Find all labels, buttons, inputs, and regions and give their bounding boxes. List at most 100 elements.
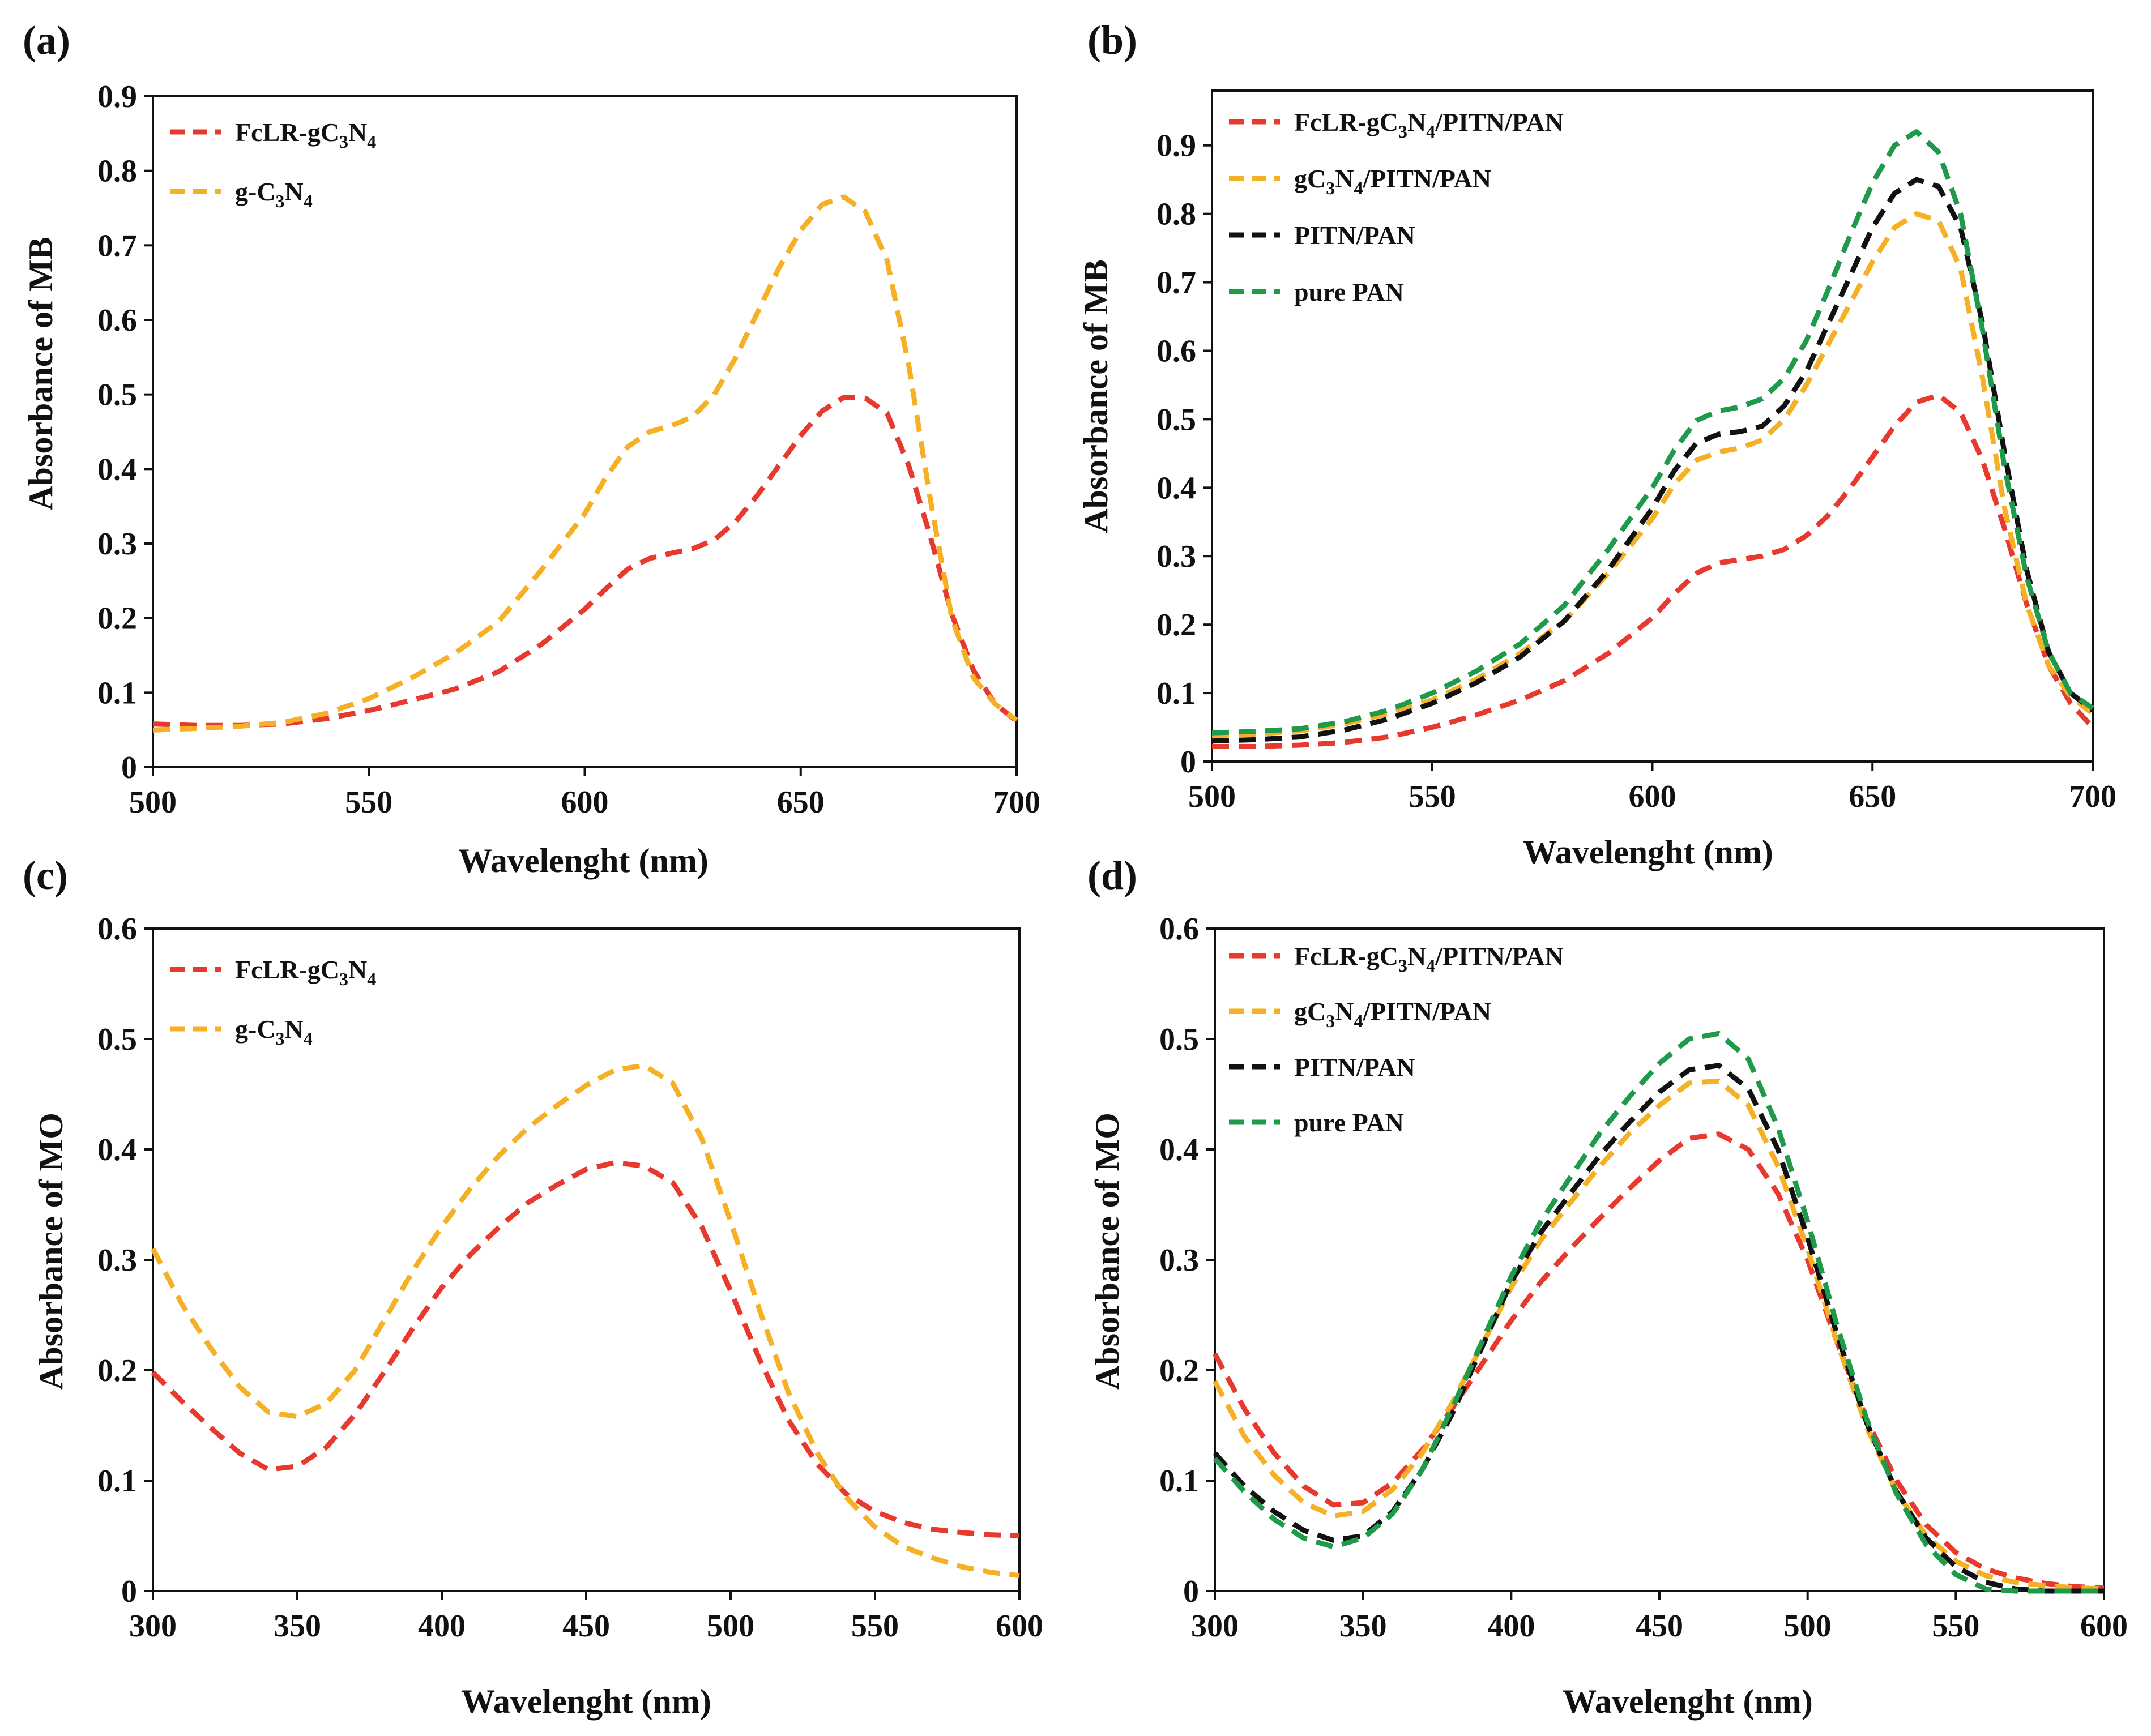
x-tick-label: 700 — [2069, 779, 2116, 814]
legend-text-part: FcLR-gC — [1294, 108, 1398, 136]
series-line-fclr-gc3n4-pitn-pan — [1212, 392, 2095, 749]
x-tick-label: 600 — [2080, 1609, 2128, 1644]
legend-label: FcLR-gC3N4/PITN/PAN — [1294, 108, 1564, 142]
legend-subscript: 4 — [367, 131, 376, 152]
series-line-pure-pan — [1211, 129, 2094, 736]
chart-a: (a) 0 0.1 0.2 0.3 0.4 0.5 0.6 0.7 0.8 0.9 500 550 60… — [22, 18, 1040, 879]
x-tick-label: 700 — [993, 785, 1040, 820]
legend-label: FcLR-gC3N4/PITN/PAN — [1294, 942, 1564, 976]
x-tick-label: 600 — [1629, 779, 1676, 814]
panel-label-c: (c) — [23, 853, 68, 898]
legend-text-part: g-C — [235, 1015, 276, 1044]
y-tick-label: 0.4 — [1159, 1132, 1199, 1168]
y-tick-label: 0 — [121, 1574, 137, 1609]
y-axis-title-d: Absorbance of MO — [1089, 1113, 1126, 1390]
legend-subscript: 4 — [1354, 178, 1363, 198]
series-line-pitn-pan — [1211, 177, 2094, 744]
y-tick-label: 0.7 — [1156, 266, 1196, 301]
plot-area-d: 0 0.1 0.2 0.3 0.4 0.5 0.6 300 350 400 450 500 550 600… — [1159, 912, 2128, 1644]
series-line-fclr-gc3n4 — [152, 395, 1018, 728]
x-tick-label: 500 — [1188, 779, 1236, 814]
panel-label-d: (d) — [1087, 853, 1137, 898]
x-tick-label: 350 — [274, 1609, 321, 1644]
y-tick-label: 0.2 — [97, 1353, 137, 1388]
legend-subscript: 3 — [1398, 955, 1407, 976]
legend-text-part: N — [1407, 108, 1426, 136]
y-axis-title-a: Absorbance of MB — [22, 237, 59, 510]
legend-label: gC3N4/PITN/PAN — [1294, 997, 1491, 1031]
series-line-gc3n4-pitn-pan — [1213, 1078, 2105, 1592]
y-tick-label: 0.8 — [1156, 197, 1196, 232]
x-axis-title-c: Wavelenght (nm) — [461, 1683, 711, 1720]
x-tick-label: 400 — [1487, 1609, 1535, 1644]
y-tick-label: 0.5 — [1156, 402, 1196, 437]
legend-subscript: 3 — [339, 131, 348, 152]
y-axis-title-b: Absorbance of MB — [1077, 259, 1115, 533]
y-tick-label: 0 — [1180, 745, 1196, 780]
y-tick-label: 0 — [121, 750, 137, 785]
panel-label-b: (b) — [1087, 18, 1137, 63]
x-tick-label: 550 — [345, 785, 392, 820]
x-tick-label: 550 — [1932, 1609, 1979, 1644]
series-line-fclr-gc3n4-pitn-pan — [1213, 1131, 2105, 1590]
y-tick-label: 0.3 — [97, 1243, 137, 1278]
x-tick-label: 400 — [418, 1609, 466, 1644]
legend-subscript: 3 — [1326, 1011, 1335, 1031]
legend-label: g-C3N4 — [235, 177, 313, 211]
legend-subscript: 4 — [1426, 121, 1435, 142]
chart-c: (c) 0 0.1 0.2 0.3 0.4 0.5 0.6 300 350 400 450 500 55… — [23, 853, 1043, 1720]
y-tick-label: 0.4 — [97, 452, 137, 487]
legend-text-part: FcLR-gC — [1294, 942, 1398, 970]
legend-text-part: gC — [1294, 997, 1326, 1026]
legend-subscript: 3 — [276, 191, 285, 211]
legend-label: pure PAN — [1294, 1108, 1404, 1137]
legend-text-part: N — [285, 177, 304, 206]
y-tick-label: 0.5 — [1159, 1022, 1199, 1057]
x-tick-label: 300 — [1191, 1609, 1239, 1644]
x-axis-title-a: Wavelenght (nm) — [458, 842, 709, 879]
x-tick-label: 450 — [1636, 1609, 1683, 1644]
y-tick-label: 0.4 — [1156, 471, 1196, 506]
legend-subscript: 4 — [304, 191, 313, 211]
legend-text-part: N — [348, 118, 367, 147]
legend-label: FcLR-gC3N4 — [235, 955, 376, 989]
legend-text-part: PITN/PAN — [1294, 221, 1415, 250]
y-tick-label: 0.4 — [97, 1132, 137, 1168]
legend-text-part: N — [1407, 942, 1426, 970]
legend-subscript: 3 — [1398, 121, 1407, 142]
chart-d: (d) 0 0.1 0.2 0.3 0.4 0.5 0.6 300 350 400 450 500 55… — [1087, 853, 2128, 1720]
x-axis-title-b: Wavelenght (nm) — [1523, 833, 1773, 871]
y-tick-label: 0.1 — [97, 675, 137, 711]
legend-text-part: /PITN/PAN — [1435, 108, 1564, 136]
legend-text-part: N — [1335, 164, 1354, 193]
plot-area-b: 0 0.1 0.2 0.3 0.4 0.5 0.6 0.7 0.8 0.9 500 550 600 650… — [1156, 89, 2116, 814]
y-tick-label: 0.6 — [1156, 333, 1196, 369]
legend-text-part: PITN/PAN — [1294, 1053, 1415, 1081]
y-tick-label: 0.5 — [97, 1022, 137, 1057]
y-tick-label: 0.1 — [1156, 676, 1196, 711]
x-tick-label: 600 — [996, 1609, 1043, 1644]
legend-text-part: N — [348, 955, 367, 984]
legend-label: pure PAN — [1294, 277, 1404, 306]
x-axis-title-d: Wavelenght (nm) — [1563, 1683, 1813, 1720]
y-tick-label: 0.1 — [97, 1464, 137, 1499]
legend-text-part: FcLR-gC — [235, 955, 339, 984]
legend-subscript: 3 — [1326, 178, 1335, 198]
series-line-g-c3n4 — [151, 1063, 1020, 1579]
series-line-gc3n4-pitn-pan — [1211, 211, 2094, 738]
legend-text-part: gC — [1294, 164, 1326, 193]
legend-text-part: pure PAN — [1294, 277, 1404, 306]
legend-label: gC3N4/PITN/PAN — [1294, 164, 1491, 198]
x-tick-label: 500 — [129, 785, 177, 820]
series-line-fclr-gc3n4 — [151, 1160, 1020, 1538]
legend-text-part: /PITN/PAN — [1435, 942, 1564, 970]
legend-subscript: 4 — [367, 969, 376, 989]
legend-text-part: N — [1335, 997, 1354, 1026]
chart-b: (b) 0 0.1 0.2 0.3 0.4 0.5 0.6 0.7 0.8 0.9 500 550 60… — [1077, 18, 2116, 871]
x-tick-label: 500 — [1784, 1609, 1832, 1644]
legend-subscript: 4 — [304, 1028, 313, 1049]
y-tick-label: 0 — [1183, 1574, 1199, 1609]
x-tick-label: 650 — [1849, 779, 1896, 814]
legend-text-part: /PITN/PAN — [1362, 164, 1491, 193]
panel-label-a: (a) — [23, 18, 70, 63]
